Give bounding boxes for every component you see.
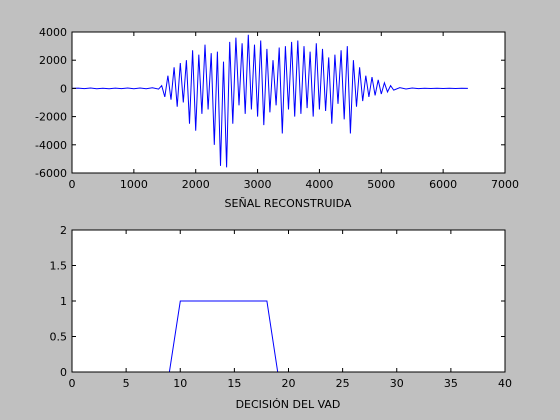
vad-ytick-label: 2 (60, 224, 67, 237)
signal-ytick-label: 0 (60, 82, 67, 95)
signal-xlabel: SEÑAL RECONSTRUIDA (225, 197, 352, 210)
signal-series-line-0 (71, 34, 468, 168)
vad-xtick-label: 10 (173, 377, 187, 390)
vad-xtick-label: 35 (444, 377, 458, 390)
vad-xtick-label: 25 (336, 377, 350, 390)
signal-xtick-label: 2000 (182, 178, 210, 191)
vad-xtick-label: 5 (123, 377, 130, 390)
signal-xtick-label: 4000 (305, 178, 333, 191)
vad-axes: 0 5 10 15 20 25 30 35 40 0 0.5 1 1.5 2 (50, 224, 513, 390)
vad-xtick-label: 30 (390, 377, 404, 390)
signal-xtick-label: 1000 (120, 178, 148, 191)
vad-ytick-label: 0 (60, 366, 67, 379)
signal-ytick-label: -4000 (35, 139, 67, 152)
vad-plot-area (72, 230, 505, 372)
signal-xtick-label: 3000 (244, 178, 272, 191)
signal-ytick-label: -6000 (35, 167, 67, 180)
signal-xtick-label: 0 (69, 178, 76, 191)
vad-xtick-label: 0 (69, 377, 76, 390)
signal-ytick-label: 2000 (39, 54, 67, 67)
vad-ytick-label: 1.5 (50, 260, 68, 273)
vad-ytick-label: 1 (60, 295, 67, 308)
signal-ytick-label: 4000 (39, 26, 67, 39)
signal-ytick-label: -2000 (35, 111, 67, 124)
signal-xtick-label: 6000 (429, 178, 457, 191)
vad-xlabel: DECISIÓN DEL VAD (236, 398, 341, 411)
vad-xtick-label: 20 (282, 377, 296, 390)
vad-xtick-label: 40 (498, 377, 512, 390)
signal-xtick-label: 7000 (491, 178, 519, 191)
vad-xtick-label: 15 (227, 377, 241, 390)
signal-axes-frame (71, 31, 506, 174)
signal-xtick-label: 5000 (367, 178, 395, 191)
signal-axes: 0 1000 2000 3000 4000 5000 6000 7000 -6000 -4000 -… (35, 26, 519, 191)
vad-ytick-label: 0.5 (50, 331, 68, 344)
